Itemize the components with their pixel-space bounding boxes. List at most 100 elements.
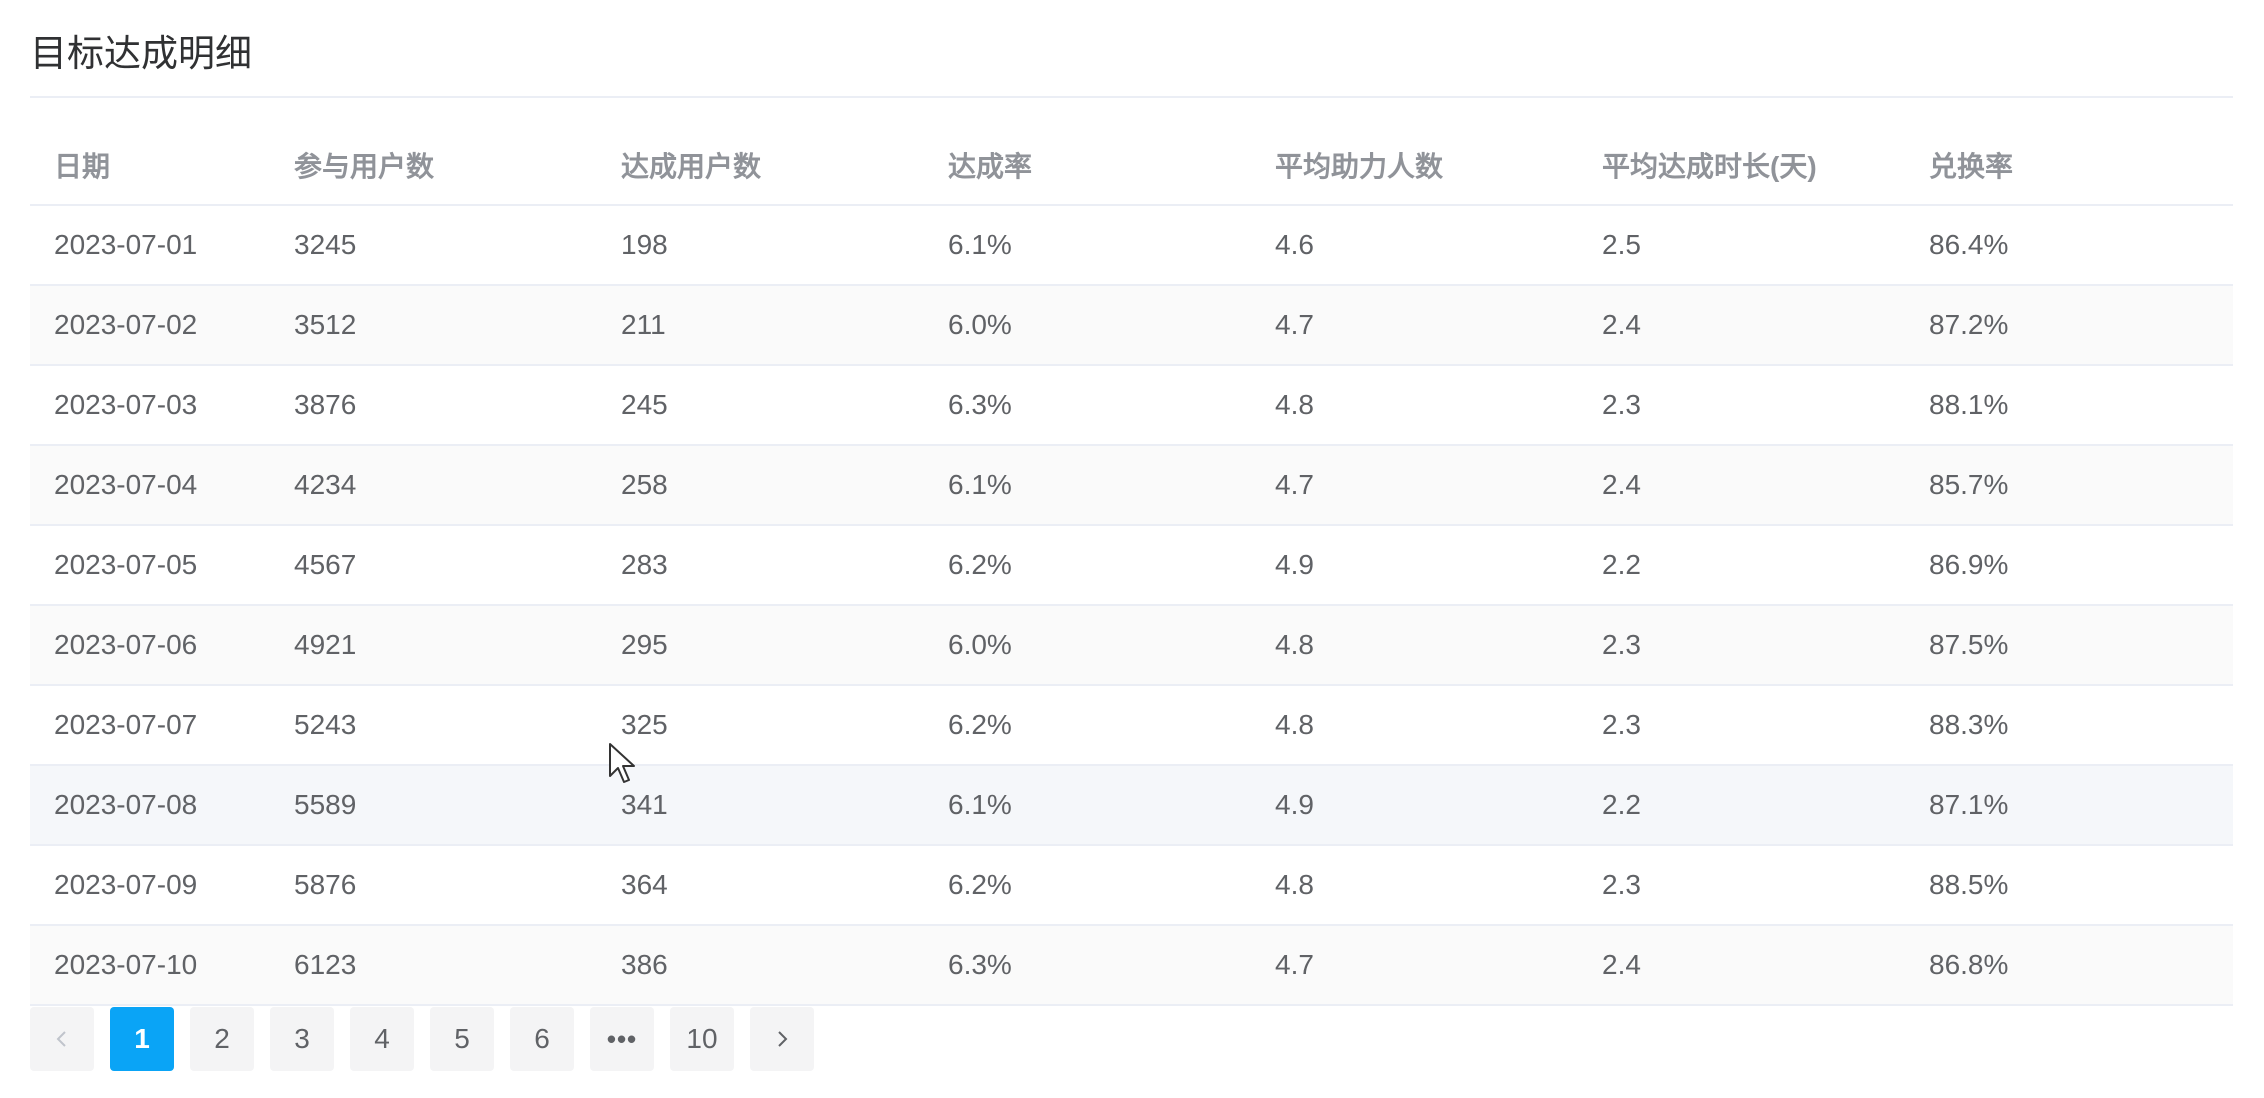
cell-participants: 4567: [270, 525, 597, 606]
column-header-achieve-rate[interactable]: 达成率: [924, 126, 1251, 206]
goal-achievement-panel: 目标达成明细 日期 参与用户数 达成用户数 达成率 平均助力人数 平均达成时长(…: [30, 0, 2233, 1071]
column-header-achievers[interactable]: 达成用户数: [597, 126, 924, 206]
cell-avg-helpers: 4.9: [1251, 765, 1578, 846]
cell-avg-helpers: 4.6: [1251, 205, 1578, 286]
column-header-date[interactable]: 日期: [30, 126, 270, 206]
page-button-3[interactable]: 3: [270, 1007, 334, 1071]
cell-achievers: 258: [597, 445, 924, 526]
cell-achievers: 386: [597, 925, 924, 1006]
cell-participants: 5243: [270, 685, 597, 766]
table-row[interactable]: 2023-07-04 4234 258 6.1% 4.7 2.4 85.7%: [30, 445, 2233, 526]
next-page-button[interactable]: [750, 1007, 814, 1071]
cell-avg-duration: 2.3: [1578, 685, 1905, 766]
cell-date: 2023-07-04: [30, 445, 270, 526]
cell-date: 2023-07-08: [30, 765, 270, 846]
cell-achievers: 295: [597, 605, 924, 686]
cell-participants: 6123: [270, 925, 597, 1006]
cell-achieve-rate: 6.2%: [924, 525, 1251, 606]
cell-achieve-rate: 6.1%: [924, 205, 1251, 286]
cell-date: 2023-07-09: [30, 845, 270, 926]
cell-redeem-rate: 87.2%: [1905, 285, 2233, 366]
cell-avg-helpers: 4.8: [1251, 605, 1578, 686]
table-header-row: 日期 参与用户数 达成用户数 达成率 平均助力人数 平均达成时长(天) 兑换率: [30, 126, 2233, 206]
cell-participants: 4234: [270, 445, 597, 526]
table-row[interactable]: 2023-07-05 4567 283 6.2% 4.9 2.2 86.9%: [30, 525, 2233, 606]
cell-avg-duration: 2.2: [1578, 525, 1905, 606]
cell-achievers: 364: [597, 845, 924, 926]
cell-achievers: 198: [597, 205, 924, 286]
cell-redeem-rate: 87.5%: [1905, 605, 2233, 686]
cell-date: 2023-07-10: [30, 925, 270, 1006]
cell-redeem-rate: 86.8%: [1905, 925, 2233, 1006]
cell-avg-duration: 2.4: [1578, 925, 1905, 1006]
cell-achievers: 245: [597, 365, 924, 446]
page-button-1[interactable]: 1: [110, 1007, 174, 1071]
cell-achieve-rate: 6.0%: [924, 285, 1251, 366]
cell-avg-duration: 2.4: [1578, 445, 1905, 526]
cell-achieve-rate: 6.3%: [924, 365, 1251, 446]
cell-achievers: 283: [597, 525, 924, 606]
chevron-right-icon: [773, 1030, 791, 1048]
table-row[interactable]: 2023-07-10 6123 386 6.3% 4.7 2.4 86.8%: [30, 925, 2233, 1006]
cell-participants: 3245: [270, 205, 597, 286]
page-button-5[interactable]: 5: [430, 1007, 494, 1071]
detail-table: 日期 参与用户数 达成用户数 达成率 平均助力人数 平均达成时长(天) 兑换率 …: [30, 126, 2233, 1006]
cell-redeem-rate: 88.1%: [1905, 365, 2233, 446]
cell-date: 2023-07-02: [30, 285, 270, 366]
page-button-10[interactable]: 10: [670, 1007, 734, 1071]
cell-avg-duration: 2.5: [1578, 205, 1905, 286]
cell-avg-helpers: 4.7: [1251, 925, 1578, 1006]
cell-achieve-rate: 6.0%: [924, 605, 1251, 686]
cell-avg-helpers: 4.8: [1251, 685, 1578, 766]
cell-date: 2023-07-03: [30, 365, 270, 446]
chevron-left-icon: [53, 1030, 71, 1048]
column-header-participants[interactable]: 参与用户数: [270, 126, 597, 206]
page-button-2[interactable]: 2: [190, 1007, 254, 1071]
table-row[interactable]: 2023-07-06 4921 295 6.0% 4.8 2.3 87.5%: [30, 605, 2233, 686]
cell-achieve-rate: 6.2%: [924, 845, 1251, 926]
table-row[interactable]: 2023-07-07 5243 325 6.2% 4.8 2.3 88.3%: [30, 685, 2233, 766]
page-button-6[interactable]: 6: [510, 1007, 574, 1071]
cell-achieve-rate: 6.3%: [924, 925, 1251, 1006]
table-row[interactable]: 2023-07-03 3876 245 6.3% 4.8 2.3 88.1%: [30, 365, 2233, 446]
cell-avg-duration: 2.3: [1578, 845, 1905, 926]
cell-avg-helpers: 4.7: [1251, 285, 1578, 366]
cell-achievers: 341: [597, 765, 924, 846]
prev-page-button[interactable]: [30, 1007, 94, 1071]
column-header-avg-helpers[interactable]: 平均助力人数: [1251, 126, 1578, 206]
cell-redeem-rate: 85.7%: [1905, 445, 2233, 526]
cell-date: 2023-07-06: [30, 605, 270, 686]
column-header-redeem-rate[interactable]: 兑换率: [1905, 126, 2233, 206]
page-button-4[interactable]: 4: [350, 1007, 414, 1071]
page-title: 目标达成明细: [30, 0, 2233, 98]
cell-achieve-rate: 6.2%: [924, 685, 1251, 766]
cell-date: 2023-07-01: [30, 205, 270, 286]
cell-redeem-rate: 88.3%: [1905, 685, 2233, 766]
cell-date: 2023-07-07: [30, 685, 270, 766]
table-row[interactable]: 2023-07-09 5876 364 6.2% 4.8 2.3 88.5%: [30, 845, 2233, 926]
cell-achieve-rate: 6.1%: [924, 765, 1251, 846]
cell-avg-duration: 2.2: [1578, 765, 1905, 846]
pagination: 1 2 3 4 5 6 ••• 10: [30, 1007, 2233, 1071]
cell-redeem-rate: 87.1%: [1905, 765, 2233, 846]
table-row[interactable]: 2023-07-08 5589 341 6.1% 4.9 2.2 87.1%: [30, 765, 2233, 846]
cell-achievers: 325: [597, 685, 924, 766]
cell-achievers: 211: [597, 285, 924, 366]
cell-participants: 5876: [270, 845, 597, 926]
table-row[interactable]: 2023-07-02 3512 211 6.0% 4.7 2.4 87.2%: [30, 285, 2233, 366]
cell-date: 2023-07-05: [30, 525, 270, 606]
cell-avg-helpers: 4.8: [1251, 845, 1578, 926]
cell-participants: 3512: [270, 285, 597, 366]
cell-avg-helpers: 4.7: [1251, 445, 1578, 526]
cell-participants: 3876: [270, 365, 597, 446]
cell-redeem-rate: 86.4%: [1905, 205, 2233, 286]
more-pages-button[interactable]: •••: [590, 1007, 654, 1071]
cell-redeem-rate: 86.9%: [1905, 525, 2233, 606]
column-header-avg-duration[interactable]: 平均达成时长(天): [1578, 126, 1905, 206]
cell-avg-helpers: 4.9: [1251, 525, 1578, 606]
cell-redeem-rate: 88.5%: [1905, 845, 2233, 926]
cell-avg-duration: 2.3: [1578, 365, 1905, 446]
cell-avg-duration: 2.3: [1578, 605, 1905, 686]
cell-avg-duration: 2.4: [1578, 285, 1905, 366]
table-row[interactable]: 2023-07-01 3245 198 6.1% 4.6 2.5 86.4%: [30, 205, 2233, 286]
